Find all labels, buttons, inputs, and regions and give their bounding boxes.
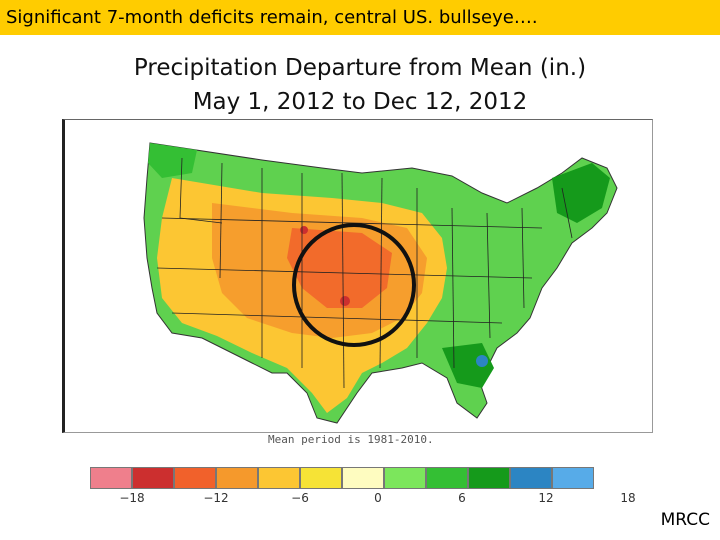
legend-tick: −6 [291, 491, 309, 505]
legend-tick: −12 [203, 491, 229, 505]
us-map-graphic [143, 142, 618, 424]
bullseye-circle [292, 223, 416, 347]
legend-tick: 18 [620, 491, 636, 505]
wet-southeast [442, 343, 494, 388]
legend-tick: −18 [119, 491, 145, 505]
legend-swatch [174, 467, 216, 489]
wet-gulf-spot [476, 355, 488, 367]
legend-tick: 12 [538, 491, 554, 505]
legend-swatch [132, 467, 174, 489]
legend-swatch [510, 467, 552, 489]
legend-swatch [90, 467, 132, 489]
map-title-line1: Precipitation Departure from Mean (in.) [133, 55, 587, 81]
driest-area [287, 228, 392, 308]
wet-pacific-nw [148, 143, 197, 178]
headline-banner: Significant 7-month deficits remain, cen… [0, 0, 720, 35]
deficit-peak-2 [300, 226, 308, 234]
color-legend [90, 467, 630, 491]
legend-swatch [216, 467, 258, 489]
legend-swatch [426, 467, 468, 489]
map-title-line2: May 1, 2012 to Dec 12, 2012 [192, 89, 528, 115]
legend-tick: 6 [458, 491, 466, 505]
state-boundaries [156, 157, 573, 389]
mean-period-note: Mean period is 1981-2010. [268, 433, 434, 446]
headline-text: Significant 7-month deficits remain, cen… [6, 7, 538, 28]
legend-swatch [342, 467, 384, 489]
legend-swatch [552, 467, 594, 489]
deficit-peak [340, 296, 350, 306]
legend-swatch [468, 467, 510, 489]
source-label: MRCC [660, 510, 710, 530]
legend-swatch [300, 467, 342, 489]
precipitation-map [62, 118, 654, 434]
legend-swatch [258, 467, 300, 489]
legend-swatch [384, 467, 426, 489]
legend-tick: 0 [374, 491, 382, 505]
wet-northeast [552, 163, 610, 223]
